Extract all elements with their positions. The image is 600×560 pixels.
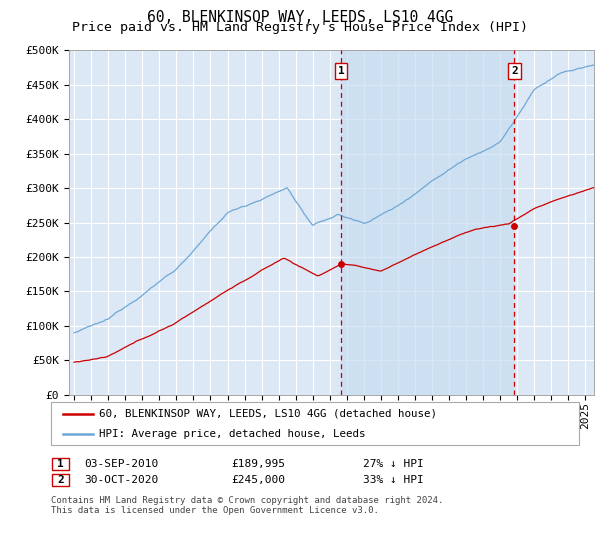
Text: 60, BLENKINSOP WAY, LEEDS, LS10 4GG (detached house): 60, BLENKINSOP WAY, LEEDS, LS10 4GG (det… <box>99 409 437 419</box>
Text: HPI: Average price, detached house, Leeds: HPI: Average price, detached house, Leed… <box>99 429 365 439</box>
Text: 03-SEP-2010: 03-SEP-2010 <box>84 459 158 469</box>
Text: 33% ↓ HPI: 33% ↓ HPI <box>363 475 424 485</box>
Text: 60, BLENKINSOP WAY, LEEDS, LS10 4GG: 60, BLENKINSOP WAY, LEEDS, LS10 4GG <box>147 10 453 25</box>
Bar <box>341 50 514 395</box>
Text: 1: 1 <box>57 459 64 469</box>
Text: Price paid vs. HM Land Registry's House Price Index (HPI): Price paid vs. HM Land Registry's House … <box>72 21 528 34</box>
Text: £189,995: £189,995 <box>231 459 285 469</box>
Text: 2: 2 <box>57 475 64 485</box>
Text: 27% ↓ HPI: 27% ↓ HPI <box>363 459 424 469</box>
Text: 2: 2 <box>511 66 518 76</box>
Text: 1: 1 <box>338 66 344 76</box>
Text: 30-OCT-2020: 30-OCT-2020 <box>84 475 158 485</box>
Text: Contains HM Land Registry data © Crown copyright and database right 2024.
This d: Contains HM Land Registry data © Crown c… <box>51 496 443 515</box>
Text: £245,000: £245,000 <box>231 475 285 485</box>
